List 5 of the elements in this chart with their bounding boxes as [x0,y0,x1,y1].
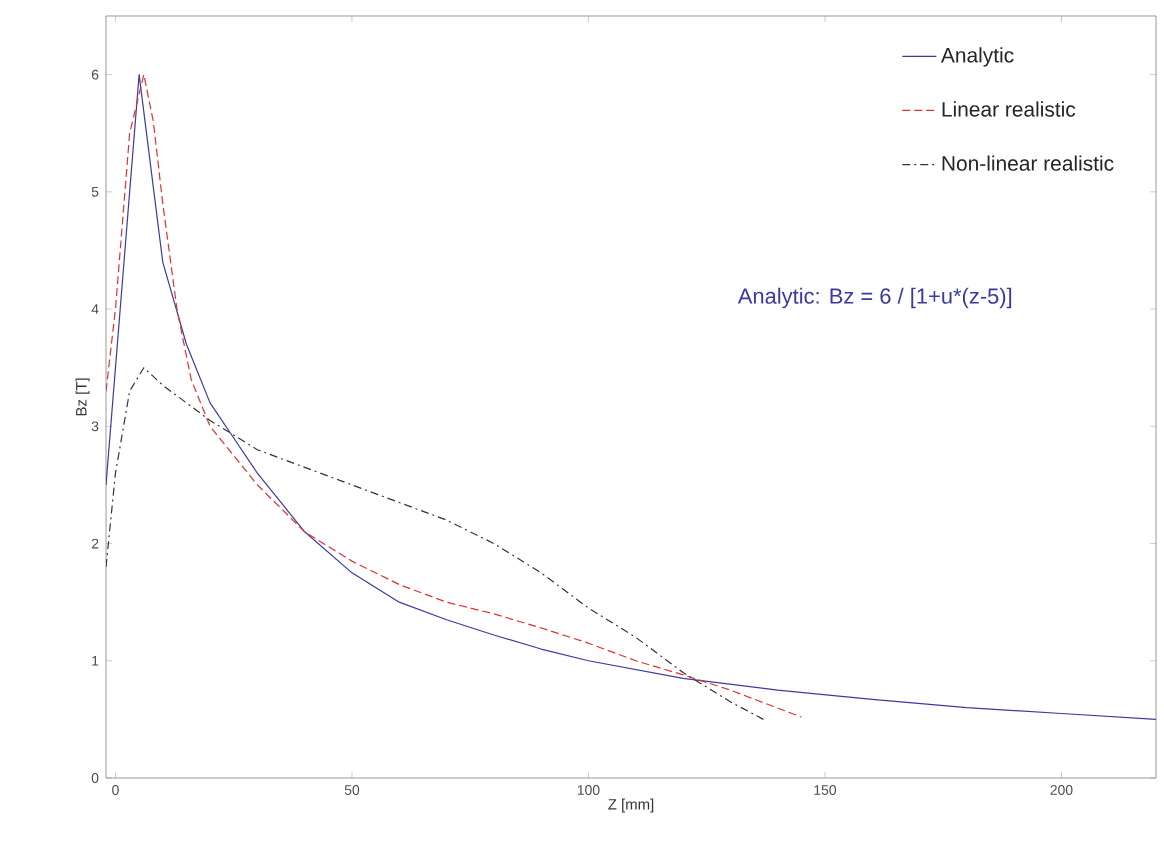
line-series [106,74,1157,720]
legend-label: Analytic [940,47,1014,67]
legend-label: Linear realistic [942,101,1076,117]
annotation: Analytic: Bz = 6 / [1+u*(z-5)] [737,287,1012,309]
legend-label: Non-linear realistic [942,155,1114,171]
